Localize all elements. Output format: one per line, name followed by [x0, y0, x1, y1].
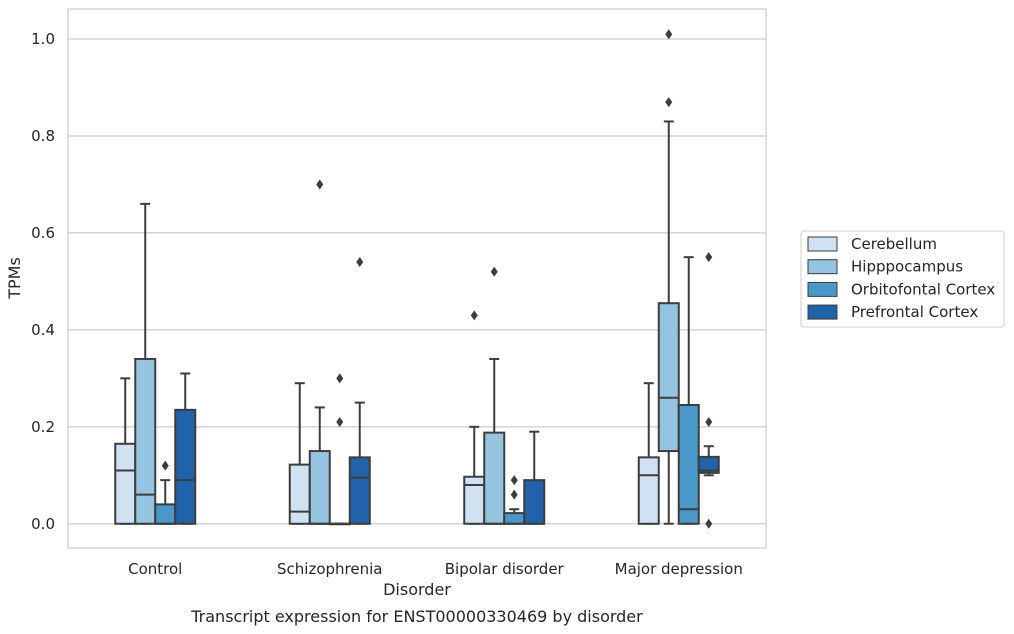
legend-swatch — [807, 259, 838, 275]
x-axis-ticks: Control Schizophrenia Bipolar disorder Majo… — [128, 560, 743, 578]
box — [348, 257, 371, 525]
box — [697, 252, 720, 529]
plot-area-frame — [67, 8, 767, 549]
outlier-point — [665, 29, 673, 40]
outlier-point — [490, 266, 498, 277]
outlier-point — [705, 416, 713, 427]
x-tick-label: Schizophrenia — [277, 560, 382, 578]
chart-caption: Transcript expression for ENST0000033046… — [190, 607, 643, 626]
box-body — [174, 408, 197, 525]
box-body — [657, 302, 680, 453]
y-tick-label: 0.8 — [31, 127, 55, 145]
box — [463, 310, 486, 525]
outlier-point — [161, 460, 169, 471]
box — [657, 29, 680, 525]
box-body — [308, 450, 331, 525]
box — [328, 373, 351, 526]
box-series — [114, 29, 720, 529]
box — [483, 266, 506, 525]
y-tick-label: 0.2 — [31, 418, 55, 436]
series-prefrontal-cortex — [174, 252, 720, 529]
series-cerebellum — [114, 310, 660, 525]
legend-swatch — [807, 236, 838, 252]
box-body — [503, 512, 526, 525]
legend-frame — [800, 230, 1005, 328]
legend-swatch — [807, 304, 838, 320]
box — [503, 475, 526, 525]
y-tick-label: 0.4 — [31, 321, 55, 339]
outlier-point — [336, 373, 344, 384]
box-body — [134, 357, 157, 525]
outlier-point — [316, 179, 324, 190]
outlier-point — [705, 518, 713, 529]
box-body — [697, 455, 720, 474]
y-axis-title: TPMs — [5, 257, 24, 300]
outlier-point — [470, 310, 478, 321]
box-body — [483, 431, 506, 525]
box-body — [288, 463, 311, 525]
box — [174, 372, 197, 525]
outlier-point — [705, 252, 713, 263]
outlier-point — [510, 475, 518, 486]
box — [637, 382, 660, 525]
outlier-point — [665, 97, 673, 108]
box-body — [114, 442, 137, 525]
legend-label: Orbitofontal Cortex — [851, 280, 995, 298]
x-tick-label: Control — [128, 560, 182, 578]
x-tick-label: Bipolar disorder — [445, 560, 565, 578]
y-tick-label: 1.0 — [31, 30, 55, 48]
outlier-point — [510, 489, 518, 500]
x-tick-label: Major depression — [615, 560, 743, 578]
box-body — [637, 456, 660, 525]
y-axis-ticks: 0.0 0.2 0.4 0.6 0.8 1.0 — [31, 30, 55, 533]
y-tick-label: 0.6 — [31, 224, 55, 242]
box-body — [154, 503, 177, 525]
legend-label: Hipppocampus — [851, 258, 963, 276]
x-axis-title: Disorder — [383, 580, 451, 599]
box-body — [463, 475, 486, 525]
box-body — [348, 456, 371, 525]
box — [154, 460, 177, 525]
outlier-point — [356, 257, 364, 268]
box-body — [677, 404, 700, 525]
legend-label: Prefrontal Cortex — [851, 303, 978, 321]
box — [523, 430, 546, 525]
outlier-point — [336, 416, 344, 427]
y-tick-label: 0.0 — [31, 515, 55, 533]
legend-label: Cerebellum — [851, 235, 937, 253]
box — [308, 179, 331, 525]
box — [134, 202, 157, 525]
legend-swatch — [807, 281, 838, 297]
legend: Cerebellum Hipppocampus Orbitofontal Corte… — [800, 230, 1005, 328]
box-body — [523, 479, 546, 525]
series-hipppocampus — [134, 29, 680, 525]
